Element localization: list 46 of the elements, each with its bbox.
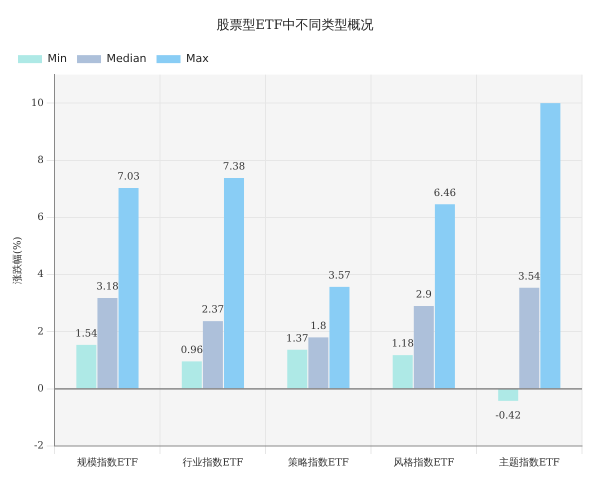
chart-title: 股票型ETF中不同类型概况 — [216, 18, 374, 34]
y-axis-title: 涨跌幅(%) — [12, 236, 24, 284]
y-tick-label: 0 — [37, 383, 44, 394]
x-tick-label: 行业指数ETF — [182, 456, 244, 469]
legend-label: Median — [106, 52, 147, 65]
y-tick-label: 4 — [37, 269, 44, 280]
data-label: 7.38 — [222, 162, 246, 173]
x-tick-label: 主题指数ETF — [498, 456, 560, 469]
data-label: 3.54 — [518, 271, 540, 282]
bar — [434, 204, 455, 388]
bar — [540, 103, 560, 388]
bar — [308, 337, 328, 388]
bar — [118, 188, 139, 388]
data-label: 1.37 — [286, 333, 308, 344]
bar — [392, 355, 413, 388]
bar — [224, 178, 244, 388]
bar — [498, 389, 518, 401]
bar — [329, 286, 350, 388]
bar — [414, 306, 434, 388]
bar — [287, 350, 308, 388]
legend-label: Min — [48, 52, 68, 65]
data-label: 0.96 — [180, 345, 203, 356]
x-tick-label: 策略指数ETF — [288, 456, 349, 469]
data-label: 2.37 — [202, 304, 224, 316]
legend-label: Max — [186, 52, 210, 65]
bar — [97, 298, 118, 388]
data-label: 1.18 — [392, 338, 414, 350]
data-label: 7.03 — [117, 172, 140, 183]
data-label: 2.9 — [416, 290, 432, 301]
y-tick-label: 8 — [37, 154, 44, 166]
bar — [182, 361, 202, 388]
x-tick-label: 规模指数ETF — [76, 456, 138, 469]
data-label: 6.46 — [434, 188, 456, 199]
bar — [519, 288, 540, 388]
data-label: 1.8 — [310, 321, 326, 332]
bar — [76, 344, 96, 388]
y-tick-label: 2 — [37, 326, 44, 338]
data-label: 1.54 — [75, 328, 98, 340]
x-tick-label: 风格指数ETF — [393, 456, 454, 469]
data-label: 3.18 — [96, 282, 119, 293]
y-tick-label: -2 — [34, 440, 44, 452]
bar — [202, 321, 223, 388]
y-tick-label: 6 — [37, 212, 44, 224]
data-label: -0.42 — [495, 410, 522, 422]
data-label: 3.57 — [328, 270, 351, 282]
y-tick-label: 10 — [30, 98, 44, 109]
